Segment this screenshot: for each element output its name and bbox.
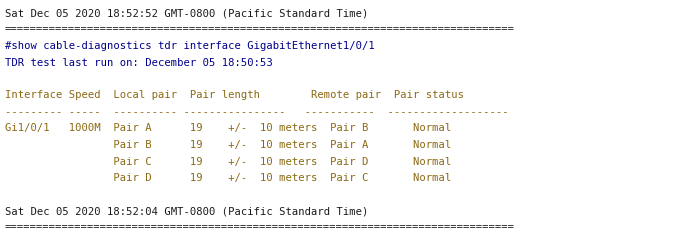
Text: Gi1/0/1   1000M  Pair A      19    +/-  10 meters  Pair B       Normal: Gi1/0/1 1000M Pair A 19 +/- 10 meters Pa…	[5, 123, 451, 133]
Text: Pair D      19    +/-  10 meters  Pair C       Normal: Pair D 19 +/- 10 meters Pair C Normal	[5, 172, 451, 182]
Text: Sat Dec 05 2020 18:52:04 GMT-0800 (Pacific Standard Time): Sat Dec 05 2020 18:52:04 GMT-0800 (Pacif…	[5, 205, 369, 215]
Text: TDR test last run on: December 05 18:50:53: TDR test last run on: December 05 18:50:…	[5, 57, 273, 67]
Text: #show cable-diagnostics tdr interface GigabitEthernet1/0/1: #show cable-diagnostics tdr interface Gi…	[5, 41, 375, 51]
Text: Pair B      19    +/-  10 meters  Pair A       Normal: Pair B 19 +/- 10 meters Pair A Normal	[5, 139, 451, 149]
Text: Interface Speed  Local pair  Pair length        Remote pair  Pair status: Interface Speed Local pair Pair length R…	[5, 90, 464, 100]
Text: --------- -----  ---------- ----------------   -----------  -------------------: --------- ----- ---------- -------------…	[5, 107, 509, 116]
Text: Sat Dec 05 2020 18:52:52 GMT-0800 (Pacific Standard Time): Sat Dec 05 2020 18:52:52 GMT-0800 (Pacif…	[5, 8, 369, 18]
Text: ================================================================================: ========================================…	[5, 222, 515, 232]
Text: ================================================================================: ========================================…	[5, 24, 515, 34]
Text: Pair C      19    +/-  10 meters  Pair D       Normal: Pair C 19 +/- 10 meters Pair D Normal	[5, 156, 451, 166]
